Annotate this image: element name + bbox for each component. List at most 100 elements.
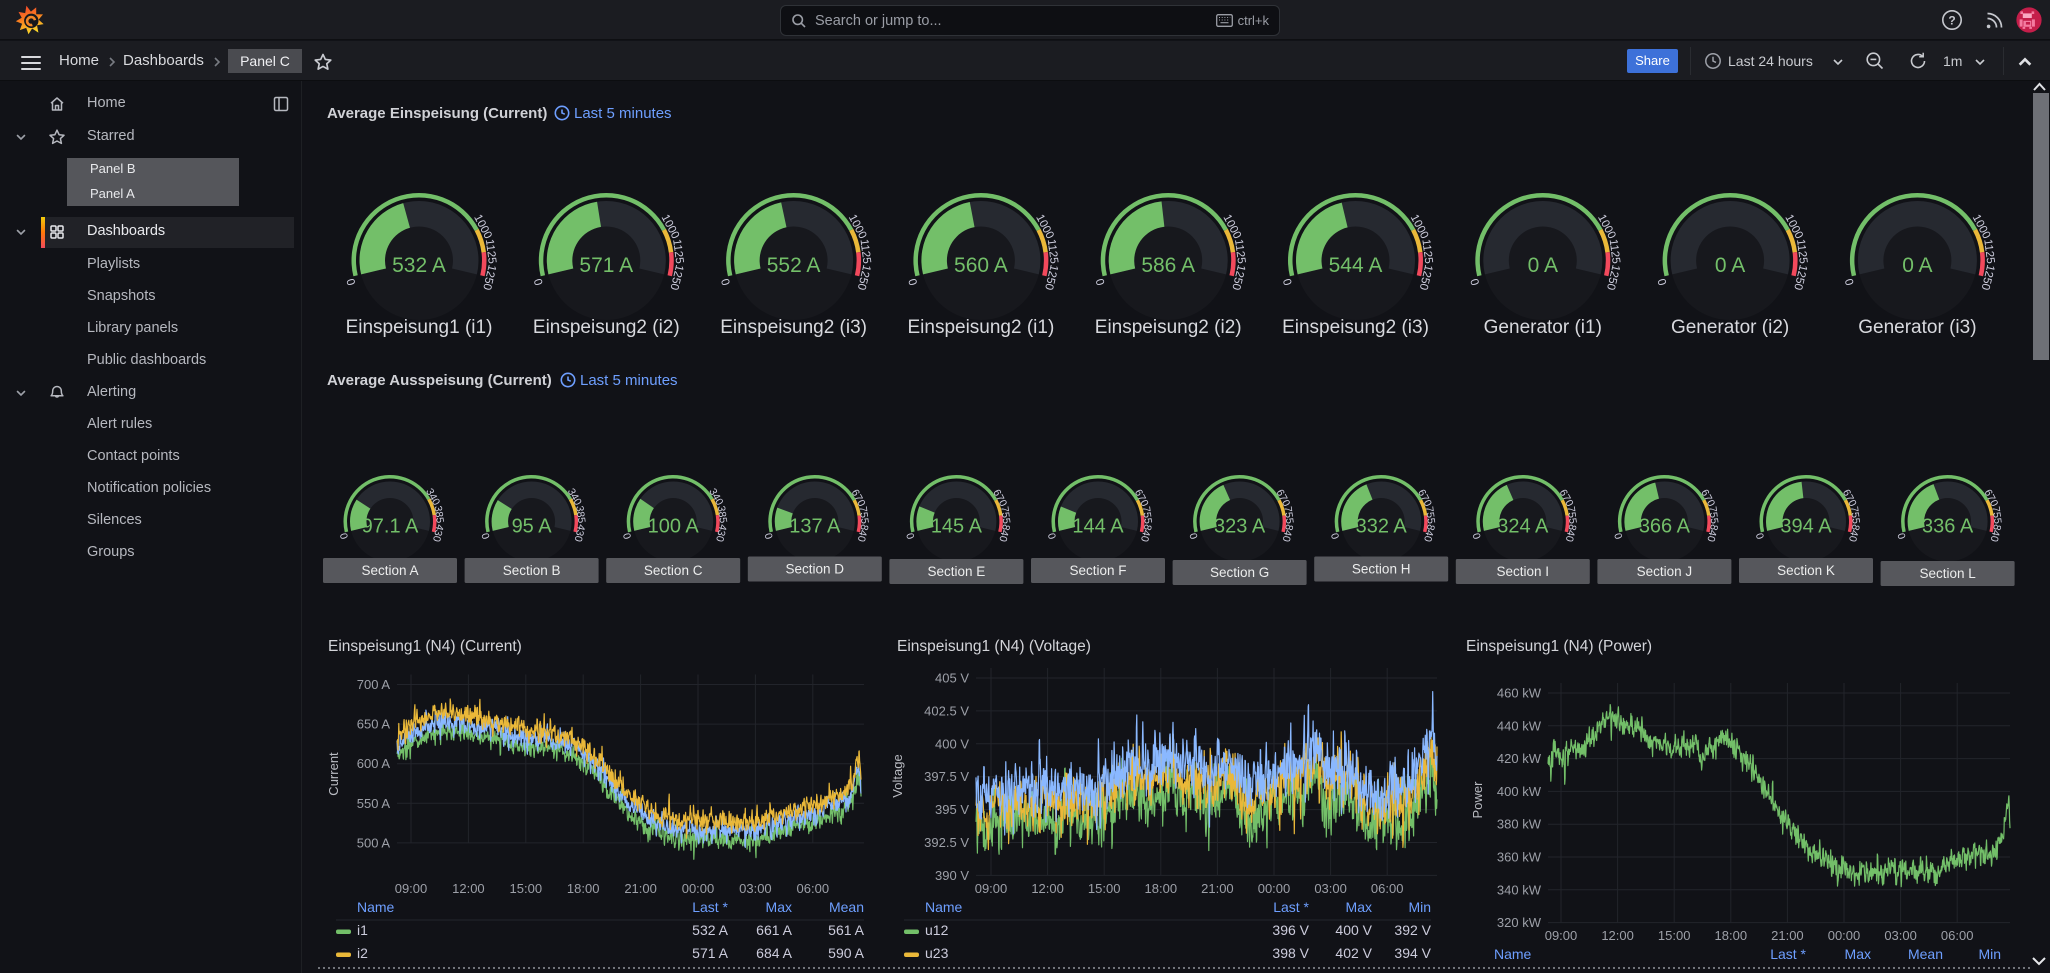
svg-text:755: 755 bbox=[1140, 506, 1154, 525]
svg-text:Last *: Last * bbox=[692, 899, 728, 915]
svg-text:u12: u12 bbox=[925, 922, 949, 938]
svg-text:21:00: 21:00 bbox=[1771, 928, 1804, 943]
svg-text:Generator (i3): Generator (i3) bbox=[1858, 317, 1976, 338]
svg-text:06:00: 06:00 bbox=[1371, 881, 1404, 896]
svg-text:1250: 1250 bbox=[1229, 263, 1247, 291]
svg-text:Section A: Section A bbox=[361, 563, 418, 578]
svg-text:385: 385 bbox=[432, 505, 446, 524]
svg-text:0: 0 bbox=[1046, 531, 1059, 540]
svg-text:650 A: 650 A bbox=[357, 717, 391, 732]
svg-text:Einspeisung2 (i2): Einspeisung2 (i2) bbox=[533, 317, 680, 338]
svg-text:340 kW: 340 kW bbox=[1497, 882, 1542, 897]
svg-text:21:00: 21:00 bbox=[624, 881, 657, 896]
svg-text:661 A: 661 A bbox=[756, 922, 792, 938]
svg-text:840: 840 bbox=[996, 523, 1012, 543]
svg-text:398 V: 398 V bbox=[1272, 945, 1309, 961]
svg-text:700 A: 700 A bbox=[357, 677, 391, 692]
svg-text:394 V: 394 V bbox=[1394, 945, 1431, 961]
svg-text:0: 0 bbox=[1471, 531, 1484, 540]
svg-text:440 kW: 440 kW bbox=[1497, 718, 1542, 733]
svg-text:1125: 1125 bbox=[1419, 238, 1434, 264]
svg-text:0: 0 bbox=[1329, 531, 1342, 540]
svg-text:840: 840 bbox=[1987, 523, 2003, 543]
svg-text:1125: 1125 bbox=[1045, 238, 1060, 264]
svg-text:09:00: 09:00 bbox=[1545, 928, 1578, 943]
svg-text:544 A: 544 A bbox=[1329, 254, 1383, 277]
svg-text:0: 0 bbox=[1844, 277, 1857, 287]
svg-text:1125: 1125 bbox=[857, 238, 872, 264]
svg-text:755: 755 bbox=[857, 506, 871, 525]
svg-text:500 A: 500 A bbox=[357, 835, 391, 850]
svg-text:0: 0 bbox=[1754, 531, 1767, 540]
svg-text:Einspeisung2 (i3): Einspeisung2 (i3) bbox=[720, 317, 867, 338]
svg-text:405 V: 405 V bbox=[935, 671, 969, 686]
svg-text:840: 840 bbox=[1421, 523, 1437, 543]
svg-text:Einspeisung2 (i2): Einspeisung2 (i2) bbox=[1095, 317, 1242, 338]
svg-text:396 V: 396 V bbox=[1272, 922, 1309, 938]
svg-text:552 A: 552 A bbox=[767, 254, 821, 277]
svg-text:586 A: 586 A bbox=[1141, 254, 1195, 277]
svg-text:i1: i1 bbox=[357, 922, 368, 938]
svg-text:1250: 1250 bbox=[1604, 263, 1622, 291]
svg-text:0: 0 bbox=[720, 277, 733, 287]
svg-text:Last *: Last * bbox=[1273, 899, 1309, 915]
svg-text:09:00: 09:00 bbox=[395, 881, 428, 896]
svg-text:324 A: 324 A bbox=[1497, 516, 1549, 538]
svg-text:18:00: 18:00 bbox=[1715, 928, 1748, 943]
svg-text:755: 755 bbox=[1989, 506, 2003, 525]
svg-text:Power: Power bbox=[1470, 781, 1485, 819]
svg-text:97.1 A: 97.1 A bbox=[362, 516, 419, 538]
svg-text:00:00: 00:00 bbox=[682, 881, 715, 896]
svg-text:0: 0 bbox=[1612, 531, 1625, 540]
svg-text:0: 0 bbox=[1895, 531, 1908, 540]
svg-text:385: 385 bbox=[573, 505, 587, 524]
svg-text:755: 755 bbox=[1281, 506, 1295, 525]
svg-text:12:00: 12:00 bbox=[1031, 881, 1064, 896]
svg-text:Name: Name bbox=[1494, 946, 1532, 962]
svg-text:392 V: 392 V bbox=[1394, 922, 1431, 938]
svg-text:00:00: 00:00 bbox=[1258, 881, 1291, 896]
svg-text:402 V: 402 V bbox=[1335, 945, 1372, 961]
svg-text:1250: 1250 bbox=[855, 263, 873, 291]
svg-text:Last 5 minutes: Last 5 minutes bbox=[580, 372, 678, 389]
svg-text:Section F: Section F bbox=[1069, 563, 1126, 578]
svg-text:Generator (i1): Generator (i1) bbox=[1484, 317, 1602, 338]
svg-text:Name: Name bbox=[357, 899, 395, 915]
svg-text:?: ? bbox=[1948, 13, 1955, 27]
svg-text:Min: Min bbox=[1408, 899, 1431, 915]
svg-text:0: 0 bbox=[763, 531, 776, 540]
svg-text:1125: 1125 bbox=[1607, 238, 1622, 264]
svg-text:0: 0 bbox=[345, 277, 358, 287]
svg-text:Max: Max bbox=[766, 899, 792, 915]
svg-text:0: 0 bbox=[621, 531, 634, 540]
svg-text:755: 755 bbox=[1848, 506, 1862, 525]
svg-text:1125: 1125 bbox=[1794, 238, 1809, 264]
svg-text:840: 840 bbox=[1279, 523, 1295, 543]
svg-text:95 A: 95 A bbox=[512, 516, 553, 538]
svg-text:571 A: 571 A bbox=[579, 254, 633, 277]
svg-text:15:00: 15:00 bbox=[510, 881, 543, 896]
svg-text:755: 755 bbox=[1565, 506, 1579, 525]
svg-text:400 kW: 400 kW bbox=[1497, 784, 1542, 799]
svg-text:Voltage: Voltage bbox=[890, 754, 905, 797]
svg-text:0: 0 bbox=[907, 277, 920, 287]
svg-text:144 A: 144 A bbox=[1072, 516, 1124, 538]
svg-text:332 A: 332 A bbox=[1356, 516, 1408, 538]
svg-text:12:00: 12:00 bbox=[452, 881, 485, 896]
svg-text:402.5 V: 402.5 V bbox=[924, 703, 969, 718]
svg-text:430: 430 bbox=[571, 523, 587, 543]
svg-text:0: 0 bbox=[1656, 277, 1669, 287]
svg-text:u23: u23 bbox=[925, 945, 949, 961]
svg-text:0: 0 bbox=[338, 531, 351, 540]
svg-text:560 A: 560 A bbox=[954, 254, 1008, 277]
svg-text:15:00: 15:00 bbox=[1658, 928, 1691, 943]
svg-text:18:00: 18:00 bbox=[567, 881, 600, 896]
svg-text:571 A: 571 A bbox=[692, 945, 728, 961]
svg-text:0 A: 0 A bbox=[1715, 254, 1745, 277]
svg-text:100 A: 100 A bbox=[648, 516, 700, 538]
svg-text:0: 0 bbox=[532, 277, 545, 287]
svg-text:0: 0 bbox=[1094, 277, 1107, 287]
svg-text:Einspeisung2 (i3): Einspeisung2 (i3) bbox=[1282, 317, 1429, 338]
svg-text:Section B: Section B bbox=[503, 563, 561, 578]
svg-text:336 A: 336 A bbox=[1922, 516, 1974, 538]
